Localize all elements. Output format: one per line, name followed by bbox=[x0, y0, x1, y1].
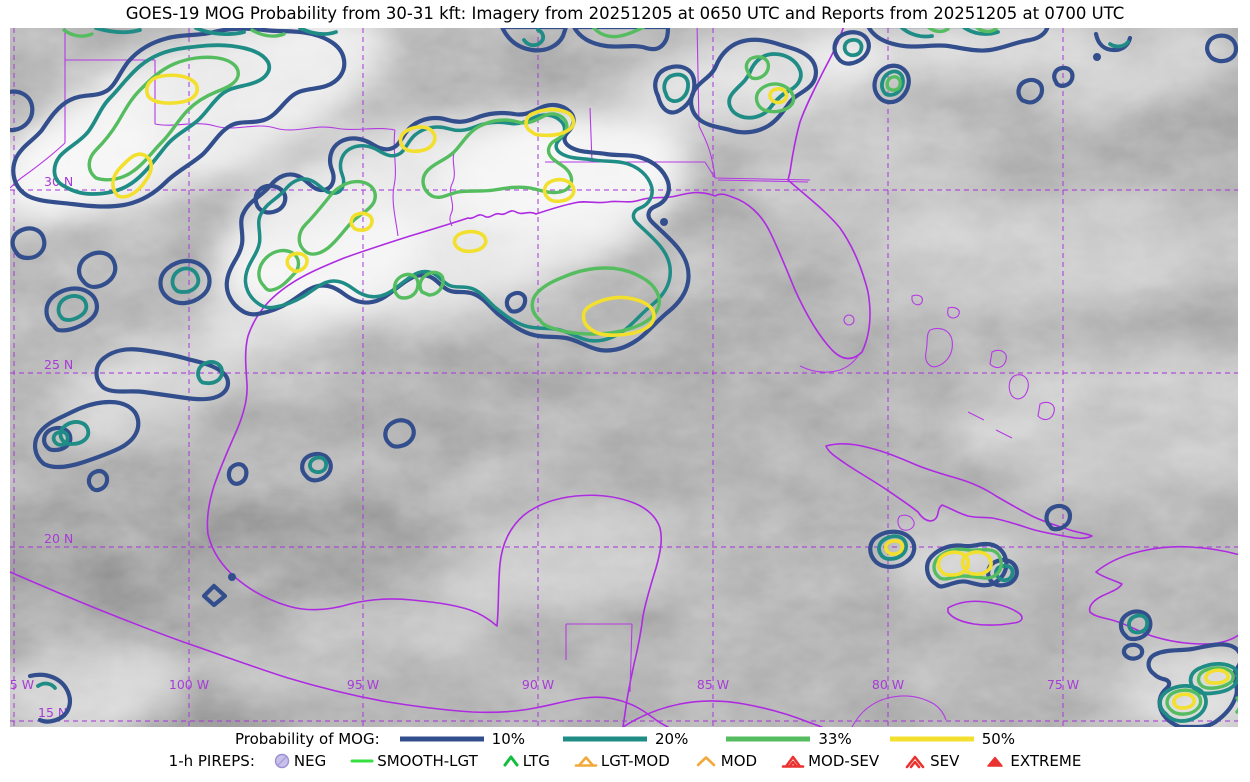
legend-item-33pct: 33% bbox=[724, 730, 852, 748]
legend-item-label: NEG bbox=[293, 752, 327, 770]
satellite-imagery-background bbox=[10, 28, 1238, 727]
neg-pirep-icon bbox=[274, 753, 290, 769]
lon-label-90w: 90 W bbox=[522, 677, 554, 692]
ltg-pirep-icon bbox=[503, 755, 519, 767]
legend-item-extreme: EXTREME bbox=[983, 752, 1081, 770]
coastline-cuba bbox=[825, 443, 1093, 540]
coastline-gulf-atlantic bbox=[206, 28, 871, 727]
lon-label-85w: 85 W bbox=[697, 677, 729, 692]
legend-item-lgt-mod: LGT-MOD bbox=[574, 752, 670, 770]
legend-item-label: 33% bbox=[818, 730, 852, 748]
legend-item-sev: SEV bbox=[903, 752, 959, 770]
legend-item-20pct: 20% bbox=[561, 730, 688, 748]
bahamas-islands bbox=[911, 294, 1055, 439]
legend-item-smooth-lgt: SMOOTH-LGT bbox=[350, 752, 478, 770]
coastline-nicaragua bbox=[851, 695, 947, 727]
pireps-legend-row: 1-h PIREPS: NEG SMOOTH-LGT LTG LGT-MOD bbox=[0, 752, 1250, 770]
mod-pirep-icon bbox=[696, 756, 716, 767]
lon-label-100w: 100 W bbox=[169, 677, 209, 692]
probability-contours-10pct bbox=[10, 28, 1238, 727]
florida-details bbox=[717, 179, 859, 373]
latlon-grid: 30 N 25 N 20 N 15 N 105 W 100 W 95 W 90 … bbox=[10, 28, 1238, 727]
legend-item-label: EXTREME bbox=[1010, 752, 1082, 770]
legend-item-label: SEV bbox=[930, 752, 960, 770]
legend-item-mod: MOD bbox=[694, 752, 757, 770]
legend-item-50pct: 50% bbox=[888, 730, 1015, 748]
probability-contours-20pct bbox=[36, 28, 1238, 723]
state-borders-texas bbox=[10, 28, 399, 237]
contour-33pct-swatch bbox=[726, 736, 811, 742]
probability-contours-50pct bbox=[111, 73, 1230, 710]
border-belize-guatemala bbox=[565, 623, 633, 693]
legend: Probability of MOG: 10% 20% 33% 50% 1-h … bbox=[0, 730, 1250, 770]
legend-item-label: LGT-MOD bbox=[600, 752, 670, 770]
lgt-mod-pirep-icon bbox=[574, 756, 598, 767]
pireps-legend-label: 1-h PIREPS: bbox=[168, 752, 255, 770]
satellite-map-canvas: 30 N 25 N 20 N 15 N 105 W 100 W 95 W 90 … bbox=[10, 28, 1238, 727]
legend-item-mod-sev: MOD-SEV bbox=[781, 752, 879, 770]
legend-item-neg: NEG bbox=[273, 752, 326, 770]
satellite-map: 30 N 25 N 20 N 15 N 105 W 100 W 95 W 90 … bbox=[10, 28, 1238, 727]
legend-item-label: MOD bbox=[720, 752, 758, 770]
lake-okeechobee bbox=[843, 314, 855, 326]
lat-label-20n: 20 N bbox=[44, 531, 73, 546]
coastline-pacific-mexico bbox=[10, 571, 669, 727]
legend-item-label: MOD-SEV bbox=[808, 752, 880, 770]
legend-item-label: 50% bbox=[981, 730, 1016, 748]
coastline-honduras bbox=[622, 700, 823, 727]
smooth-lgt-pirep-icon bbox=[350, 759, 374, 763]
legend-item-label: SMOOTH-LGT bbox=[377, 752, 478, 770]
legend-item-10pct: 10% bbox=[398, 730, 525, 748]
coastline-jamaica bbox=[947, 600, 1023, 626]
legend-item-label: 10% bbox=[491, 730, 526, 748]
isle-of-youth bbox=[897, 514, 915, 531]
lon-label-95w: 95 W bbox=[347, 677, 379, 692]
extreme-pirep-icon bbox=[987, 756, 1004, 767]
legend-item-label: 20% bbox=[655, 730, 689, 748]
contour-50pct-swatch bbox=[889, 736, 974, 742]
sev-pirep-icon bbox=[905, 755, 925, 768]
lon-label-80w: 80 W bbox=[872, 677, 904, 692]
probability-legend-row: Probability of MOG: 10% 20% 33% 50% bbox=[0, 730, 1250, 748]
figure-title: GOES-19 MOG Probability from 30-31 kft: … bbox=[125, 4, 1125, 23]
legend-item-label: LTG bbox=[522, 752, 550, 770]
geography-boundaries bbox=[10, 28, 1238, 727]
contour-20pct-swatch bbox=[563, 736, 648, 742]
contour-10pct-swatch bbox=[399, 736, 484, 742]
coastline-hispaniola bbox=[1088, 545, 1238, 645]
lat-label-25n: 25 N bbox=[44, 357, 73, 372]
mod-sev-pirep-icon bbox=[781, 755, 805, 768]
probability-legend-label: Probability of MOG: bbox=[234, 730, 380, 748]
lon-label-75w: 75 W bbox=[1047, 677, 1079, 692]
lon-label-105w: 105 W bbox=[10, 677, 34, 692]
probability-contours-33pct bbox=[62, 28, 1238, 716]
legend-item-ltg: LTG bbox=[502, 752, 550, 770]
